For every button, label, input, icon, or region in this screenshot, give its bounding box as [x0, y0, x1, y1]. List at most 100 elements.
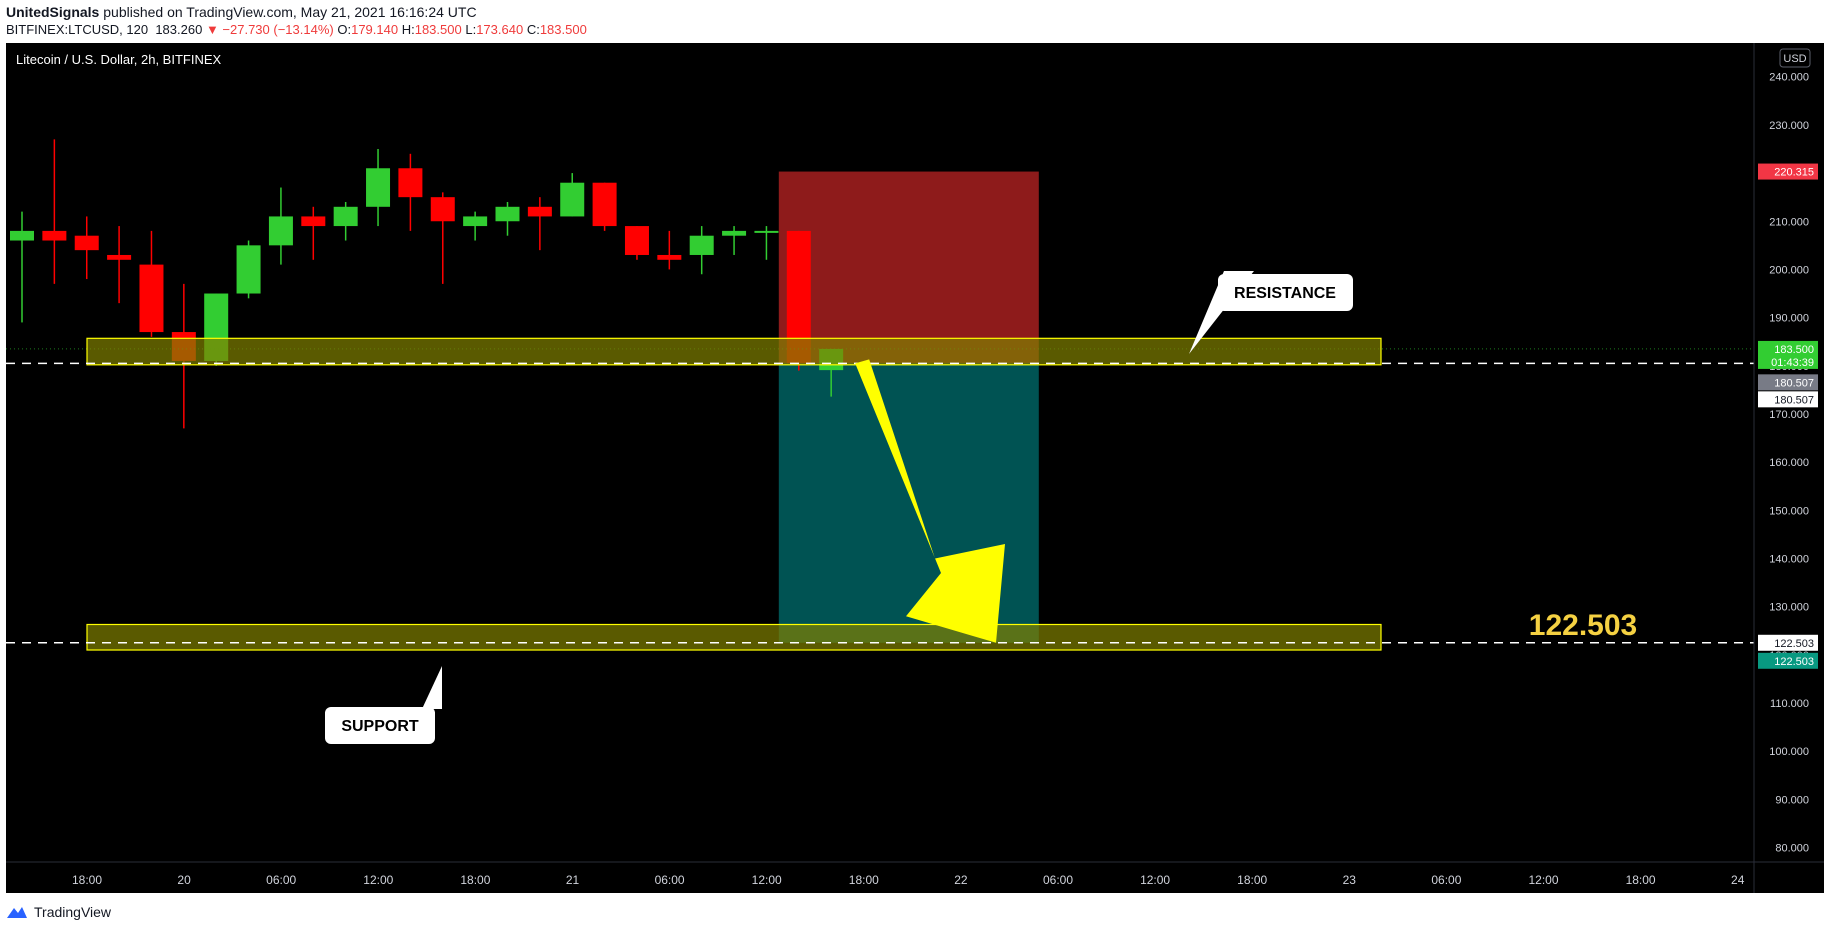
target-price-tag: 122.503 — [1774, 638, 1814, 650]
candle-body — [301, 216, 326, 227]
entry-price-tag-2: 180.507 — [1774, 394, 1814, 406]
support-callout-box — [325, 707, 435, 744]
target-price-tag-2-bg — [1758, 652, 1818, 669]
last-price: 183.260 — [155, 22, 203, 37]
time-tick-label: 12:00 — [1140, 873, 1170, 887]
price-change: ▼ −27.730 (−13.14%) — [205, 22, 334, 37]
price-tick-label: 210.000 — [1769, 216, 1809, 228]
countdown-label: 01:43:39 — [1771, 357, 1814, 369]
target-price-annotation: 122.503 — [1529, 609, 1637, 642]
currency-badge[interactable]: USD — [1779, 48, 1811, 68]
publish-info: UnitedSignals published on TradingView.c… — [6, 3, 477, 21]
open-label: O: — [337, 22, 352, 37]
resistance-label: RESISTANCE — [1234, 285, 1336, 302]
price-tick-label: 110.000 — [1770, 698, 1809, 710]
down-arrow-icon[interactable] — [855, 359, 1005, 643]
price-tick-label: 190.000 — [1769, 313, 1809, 325]
price-tick-label: 160.000 — [1769, 457, 1809, 469]
time-tick-label: 23 — [1343, 873, 1357, 887]
candle-body — [10, 230, 34, 241]
high-value: 183.500 — [414, 22, 462, 37]
zones[interactable] — [6, 337, 1754, 651]
position-boxes — [778, 171, 1039, 643]
resistance-callout[interactable]: RESISTANCE — [1189, 271, 1353, 354]
candle-body — [463, 216, 488, 227]
price-tick-label: 90.000 — [1775, 794, 1809, 806]
support-callout[interactable]: SUPPORT — [325, 666, 442, 744]
time-tick-label: 06:00 — [1431, 873, 1461, 887]
tradingview-logo-icon — [7, 907, 27, 918]
candle-body — [333, 206, 358, 227]
candle-body — [107, 254, 132, 260]
time-tick-label: 12:00 — [1528, 873, 1558, 887]
footer: TradingView — [6, 900, 111, 924]
stop-price-tag-bg — [1758, 163, 1818, 180]
time-tick-label: 18:00 — [1626, 873, 1656, 887]
time-tick-label: 21 — [566, 873, 580, 887]
time-axis[interactable]: 18:00 20 06:00 12:00 18:00 21 06:00 12:00 18:00 2… — [6, 861, 1824, 887]
price-axis[interactable]: 80.00090.000100.000110.000120.000130.000… — [1753, 43, 1818, 893]
chart-area[interactable]: RESISTANCE SUPPORT 122.503 80.000 90.000 100… — [6, 43, 1824, 893]
price-tick-label: 100.000 — [1769, 746, 1809, 758]
candle-body — [268, 216, 293, 246]
candle-body — [689, 235, 714, 255]
candle-body — [398, 168, 423, 198]
entry-price-tag-bg — [1758, 374, 1818, 391]
candle-body — [74, 235, 99, 251]
low-value: 173.640 — [476, 22, 524, 37]
close-label: C: — [526, 22, 540, 37]
target-price-tag-bg — [1758, 634, 1818, 651]
time-tick-label: 24 — [1731, 873, 1745, 887]
chart-title: Litecoin / U.S. Dollar, 2h, BITFINEX — [16, 52, 222, 67]
current-price-tag-bg — [1758, 340, 1818, 369]
candle-body — [495, 206, 520, 222]
price-tick-label: 150.000 — [1769, 505, 1809, 517]
price-tick-label: 200.000 — [1769, 264, 1809, 276]
low-label: L: — [465, 22, 477, 37]
candle-body — [236, 245, 261, 294]
callouts[interactable]: RESISTANCE SUPPORT 122.503 — [325, 271, 1637, 744]
time-tick-label: 06:00 — [266, 873, 296, 887]
candle-body — [592, 182, 617, 227]
time-tick-label: 22 — [954, 873, 968, 887]
target-price-tag-2: 122.503 — [1774, 656, 1814, 668]
close-value: 183.500 — [539, 22, 587, 37]
candle-body — [754, 230, 779, 233]
time-tick-label: 18:00 — [460, 873, 490, 887]
stop-price-tag: 220.315 — [1774, 167, 1814, 179]
candle-body — [430, 197, 455, 222]
support-zone[interactable] — [86, 623, 1382, 651]
high-label: H: — [401, 22, 415, 37]
price-tick-label: 140.000 — [1769, 553, 1809, 565]
price-tick-label: 230.000 — [1769, 120, 1809, 132]
support-callout-pointer — [422, 666, 442, 709]
price-tick-label: 240.000 — [1769, 72, 1809, 84]
arrow-drawing[interactable] — [855, 359, 1005, 643]
time-tick-label: 18:00 — [849, 873, 879, 887]
publisher-name[interactable]: UnitedSignals — [6, 4, 100, 20]
time-tick-label: 12:00 — [363, 873, 393, 887]
price-chart[interactable]: RESISTANCE SUPPORT 122.503 80.000 90.000 100… — [6, 43, 1824, 893]
time-tick-label: 20 — [177, 873, 191, 887]
candle-body — [527, 206, 552, 217]
candle-body — [657, 254, 682, 260]
resistance-callout-box — [1218, 274, 1353, 311]
currency-label: USD — [1783, 53, 1806, 65]
footer-brand[interactable]: TradingView — [34, 904, 112, 920]
price-tick-label: 170.000 — [1769, 409, 1809, 421]
time-tick-label: 18:00 — [72, 873, 102, 887]
symbol-label: BITFINEX:LTCUSD, 120 — [6, 22, 149, 37]
entry-price-tag: 180.507 — [1774, 377, 1814, 389]
price-tick-label: 80.000 — [1775, 843, 1809, 855]
candle-body — [139, 264, 164, 333]
candle-body — [722, 230, 747, 236]
entry-price-tag-2-bg — [1758, 391, 1818, 408]
time-tick-label: 06:00 — [1043, 873, 1073, 887]
ohlc-bar: BITFINEX:LTCUSD, 120 183.260 ▼ −27.730 (… — [6, 21, 587, 39]
open-value: 179.140 — [351, 22, 399, 37]
candle-body — [366, 168, 391, 207]
time-tick-label: 06:00 — [655, 873, 685, 887]
time-tick-label: 18:00 — [1237, 873, 1267, 887]
resistance-zone[interactable] — [86, 337, 1382, 366]
current-price-tag: 183.500 — [1774, 344, 1814, 356]
